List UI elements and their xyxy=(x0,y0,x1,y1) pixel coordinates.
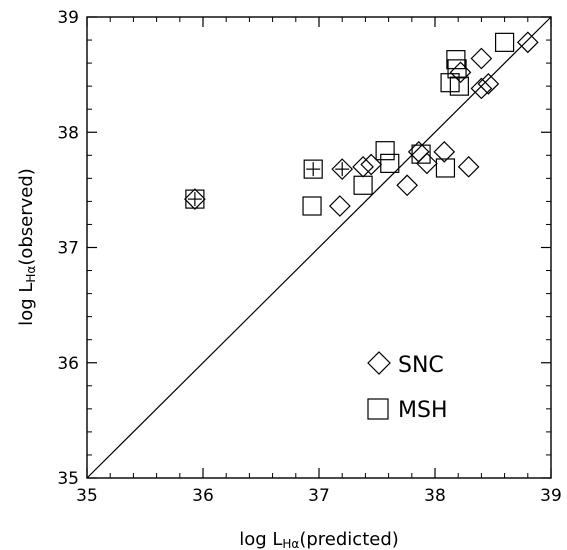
legend-label-msh: MSH xyxy=(398,398,448,423)
msh-point xyxy=(447,59,467,79)
msh-point xyxy=(353,175,373,195)
axis-ticks: 35 36 37 38 39 35 36 37 38 39 xyxy=(57,8,561,506)
legend-diamond-marker xyxy=(367,351,391,375)
msh-point xyxy=(185,189,205,209)
x-tick-label: 35 xyxy=(76,486,98,506)
legend: SNC MSH xyxy=(367,351,448,423)
snc-point xyxy=(396,174,419,197)
msh-point xyxy=(375,141,395,161)
snc-point xyxy=(184,188,206,210)
msh-point xyxy=(302,196,322,216)
y-tick-label: 35 xyxy=(57,469,79,489)
data-points xyxy=(184,31,539,217)
y-tick-label: 38 xyxy=(57,123,79,143)
legend-square-marker xyxy=(367,398,389,420)
snc-point xyxy=(329,195,351,217)
snc-point xyxy=(416,152,438,175)
snc-point xyxy=(457,155,480,178)
y-tick-label: 36 xyxy=(57,354,79,374)
snc-point xyxy=(516,31,539,54)
snc-point xyxy=(449,61,472,84)
snc-point xyxy=(470,77,493,100)
y-axis-label: log LHα(observed) xyxy=(16,168,38,326)
msh-point xyxy=(435,158,456,178)
x-tick-label: 37 xyxy=(308,486,330,506)
msh-point xyxy=(495,32,515,52)
y-tick-label: 39 xyxy=(57,8,79,28)
msh-point xyxy=(380,153,400,173)
snc-point xyxy=(477,72,500,95)
x-axis-label: log LHα(predicted) xyxy=(239,529,399,550)
y-tick-label: 37 xyxy=(57,239,79,259)
msh-point xyxy=(449,76,469,96)
snc-point xyxy=(470,47,493,70)
msh-point xyxy=(303,159,323,179)
snc-point xyxy=(433,140,456,163)
x-tick-label: 39 xyxy=(540,486,562,506)
x-tick-label: 36 xyxy=(192,486,214,506)
legend-label-snc: SNC xyxy=(398,353,444,378)
reference-line-y-equals-x xyxy=(86,16,552,479)
snc-point xyxy=(360,153,383,176)
msh-point xyxy=(411,144,431,164)
snc-point xyxy=(331,158,354,180)
x-tick-label: 38 xyxy=(424,486,446,506)
